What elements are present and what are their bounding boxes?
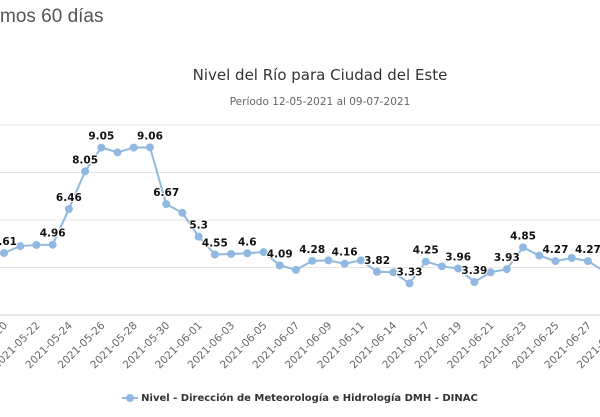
data-label: 3.82 xyxy=(364,255,390,267)
data-label: 4.6 xyxy=(238,236,257,248)
data-point xyxy=(16,242,25,251)
data-label: 3.93 xyxy=(494,252,520,264)
data-label: 6.46 xyxy=(56,192,82,204)
data-label: 4.61 xyxy=(0,236,17,248)
data-label: 4.85 xyxy=(510,230,536,242)
data-point xyxy=(535,251,544,260)
data-point xyxy=(97,143,106,152)
data-point xyxy=(0,249,8,258)
data-label: 3.39 xyxy=(461,265,487,277)
data-label: 3.96 xyxy=(445,251,471,263)
series-points xyxy=(0,143,592,288)
data-label: 3.33 xyxy=(397,266,423,278)
data-point xyxy=(502,265,511,274)
data-point xyxy=(227,249,236,258)
data-point xyxy=(48,240,57,249)
data-label: 4.27 xyxy=(575,244,600,256)
data-point xyxy=(113,148,122,157)
data-point xyxy=(64,205,73,214)
data-point xyxy=(373,267,382,276)
data-point xyxy=(356,256,365,265)
data-point xyxy=(486,268,495,277)
data-point xyxy=(583,257,592,266)
data-label: 4.16 xyxy=(332,247,358,259)
data-point xyxy=(421,257,430,266)
x-axis: 2021-05-202021-05-222021-05-242021-05-26… xyxy=(0,319,600,371)
data-point xyxy=(519,243,528,252)
chart-subtitle: Período 12-05-2021 al 09-07-2021 xyxy=(229,96,411,108)
data-label: 4.27 xyxy=(543,244,569,256)
data-point xyxy=(389,268,398,277)
data-label: 4.25 xyxy=(413,245,439,257)
data-labels: 4.61 4.96 6.46 8.05 9.05 9.06 6.67 5.3 4.55 4.6 4.… xyxy=(0,129,600,279)
chart-title: Nivel del Río para Ciudad del Este xyxy=(192,66,448,84)
data-point xyxy=(32,240,41,249)
legend-label: Nivel - Dirección de Meteorología e Hidr… xyxy=(141,393,478,404)
data-label: 8.05 xyxy=(72,154,98,166)
data-label: 4.55 xyxy=(202,237,228,249)
data-point xyxy=(178,208,187,217)
legend-item[interactable]: Nivel - Dirección de Meteorología e Hidr… xyxy=(0,393,600,404)
data-point xyxy=(324,256,333,265)
data-point xyxy=(567,254,576,262)
data-label: 9.06 xyxy=(137,130,163,142)
data-point xyxy=(437,262,446,271)
legend-line-marker-icon xyxy=(122,393,139,403)
data-point xyxy=(308,256,317,265)
data-point xyxy=(275,261,284,270)
data-label: 6.67 xyxy=(153,187,179,199)
data-point xyxy=(162,200,171,209)
data-label: 4.96 xyxy=(40,228,66,240)
data-label: 9.05 xyxy=(88,131,114,143)
data-point xyxy=(291,265,300,274)
data-point xyxy=(210,250,219,259)
data-point xyxy=(145,143,154,152)
data-point xyxy=(129,143,138,152)
data-point xyxy=(405,279,414,288)
data-label: 4.28 xyxy=(299,244,325,256)
data-point xyxy=(454,264,463,273)
data-point xyxy=(243,249,252,258)
data-point xyxy=(470,277,479,286)
data-label: 4.09 xyxy=(267,248,293,260)
data-point xyxy=(194,232,203,241)
page-heading: mos 60 días xyxy=(0,6,104,27)
data-label: 5.3 xyxy=(189,220,208,232)
data-point xyxy=(340,259,349,268)
data-point xyxy=(259,248,268,257)
data-point xyxy=(81,167,90,176)
data-point xyxy=(551,257,560,266)
